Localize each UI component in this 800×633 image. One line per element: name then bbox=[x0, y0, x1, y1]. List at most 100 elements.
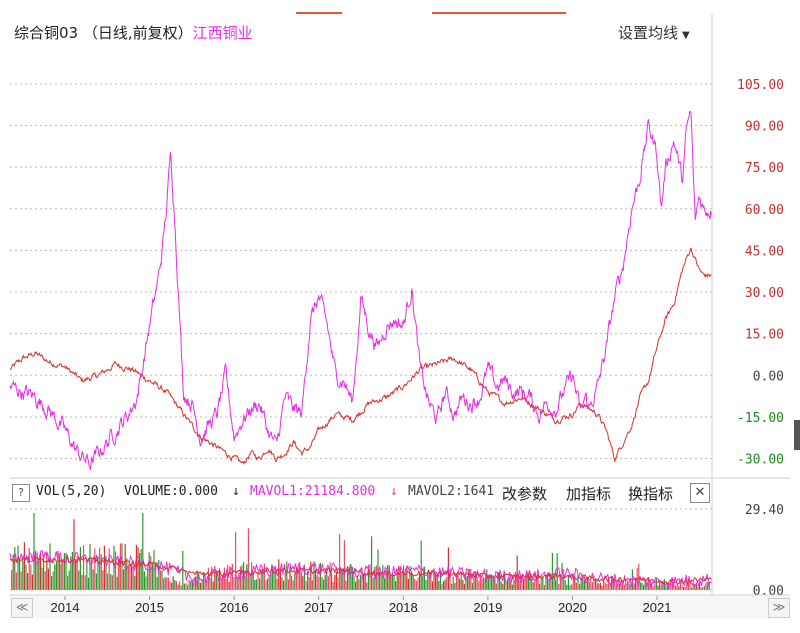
volume-bar bbox=[243, 562, 245, 590]
volume-bar bbox=[665, 586, 667, 590]
volume-bar bbox=[335, 571, 337, 590]
volume-bar bbox=[332, 582, 334, 590]
stock-name[interactable]: 江西铜业 bbox=[192, 24, 253, 42]
volume-bar bbox=[527, 574, 529, 590]
volume-bar bbox=[564, 579, 566, 590]
volume-bar bbox=[295, 572, 297, 590]
volume-bar bbox=[145, 576, 147, 590]
volume-bar bbox=[579, 583, 581, 590]
volume-bar bbox=[246, 564, 248, 590]
volume-bar bbox=[407, 578, 409, 590]
volume-bar bbox=[518, 575, 520, 590]
volume-bar bbox=[139, 553, 141, 590]
volume-bar bbox=[279, 567, 281, 590]
ma-settings-button[interactable]: 设置均线 ▼ bbox=[618, 22, 690, 43]
volume-bar bbox=[430, 572, 432, 590]
volume-bar bbox=[427, 572, 429, 590]
volume-bar bbox=[220, 578, 222, 590]
volume-bar bbox=[399, 566, 401, 590]
volume-bar bbox=[350, 564, 352, 590]
volume-bar bbox=[444, 579, 446, 590]
volume-bar bbox=[270, 573, 272, 590]
volume-bar bbox=[383, 578, 385, 590]
volume-bar bbox=[156, 576, 158, 590]
volume-bar bbox=[537, 576, 539, 590]
volume-bar bbox=[532, 582, 534, 590]
volume-bar bbox=[599, 582, 601, 590]
volume-bar bbox=[539, 583, 541, 590]
volume-bar bbox=[14, 547, 16, 590]
volume-bar bbox=[249, 573, 251, 590]
help-icon[interactable]: ? bbox=[12, 484, 30, 502]
volume-bar bbox=[215, 572, 217, 590]
volume-bar bbox=[87, 577, 89, 590]
volume-bar bbox=[358, 579, 360, 590]
add-indicator-button[interactable]: 加指标 bbox=[564, 481, 614, 506]
volume-bar bbox=[334, 575, 336, 590]
scroll-left-button[interactable]: ≪ bbox=[11, 598, 33, 618]
volume-bar bbox=[604, 582, 606, 590]
volume-bar bbox=[425, 580, 427, 590]
volume-bar bbox=[283, 580, 285, 590]
volume-bar bbox=[595, 578, 597, 590]
change-params-button[interactable]: 改参数 bbox=[500, 481, 550, 506]
volume-bar bbox=[359, 574, 361, 590]
volume-bar bbox=[166, 577, 168, 590]
volume-bar bbox=[353, 576, 355, 590]
volume-bar bbox=[287, 579, 289, 590]
close-icon[interactable]: ✕ bbox=[690, 483, 710, 503]
volume-bar bbox=[38, 558, 40, 590]
year-label: 2014 bbox=[51, 600, 80, 615]
volume-bar bbox=[23, 542, 25, 590]
volume-bar bbox=[198, 571, 200, 590]
volume-bar bbox=[143, 571, 145, 590]
volume-bar bbox=[647, 578, 649, 590]
volume-bar bbox=[443, 581, 445, 590]
volume-bar bbox=[342, 568, 344, 590]
volume-bar bbox=[124, 544, 126, 590]
volume-bar bbox=[673, 586, 675, 590]
volume-bar bbox=[620, 580, 622, 590]
volume-bar bbox=[385, 570, 387, 590]
volume-bar bbox=[471, 582, 473, 590]
volume-bar bbox=[107, 573, 109, 590]
volume-bar bbox=[223, 567, 225, 590]
volume-bar bbox=[644, 580, 646, 590]
volume-bar bbox=[556, 553, 558, 590]
volume-bar bbox=[703, 585, 705, 590]
mavol-line-2 bbox=[9, 555, 712, 585]
volume-bar bbox=[118, 558, 120, 590]
volume-bar bbox=[140, 549, 142, 590]
volume-bar bbox=[614, 579, 616, 590]
volume-bar bbox=[244, 575, 246, 590]
scroll-right-button[interactable]: ≫ bbox=[768, 598, 790, 618]
volume-bar bbox=[326, 571, 328, 590]
volume-bar bbox=[524, 578, 526, 590]
price-tick-label: -15.00 bbox=[737, 411, 784, 426]
volume-bar bbox=[62, 559, 64, 590]
volume-bar bbox=[49, 543, 51, 590]
volume-bar bbox=[508, 577, 510, 590]
volume-bar bbox=[675, 585, 677, 590]
volume-bar bbox=[179, 581, 181, 590]
mavol2-value: MAVOL2:1641 bbox=[408, 484, 495, 499]
volume-bar bbox=[657, 585, 659, 590]
volume-bar bbox=[590, 579, 592, 590]
volume-bar bbox=[262, 569, 264, 590]
volume-bar bbox=[169, 581, 171, 590]
volume-bar bbox=[633, 583, 635, 590]
volume-bar bbox=[580, 578, 582, 590]
price-tick-label: 75.00 bbox=[745, 161, 784, 176]
switch-indicator-button[interactable]: 换指标 bbox=[626, 481, 676, 506]
volume-bar bbox=[478, 580, 480, 590]
volume-bar bbox=[463, 584, 465, 590]
volume-bar bbox=[625, 584, 627, 590]
volume-bar bbox=[150, 556, 152, 590]
volume-bar bbox=[439, 570, 441, 590]
volume-bar bbox=[567, 575, 569, 590]
volume-bar bbox=[214, 566, 216, 590]
volume-bar bbox=[559, 574, 561, 590]
volume-bar bbox=[222, 574, 224, 590]
